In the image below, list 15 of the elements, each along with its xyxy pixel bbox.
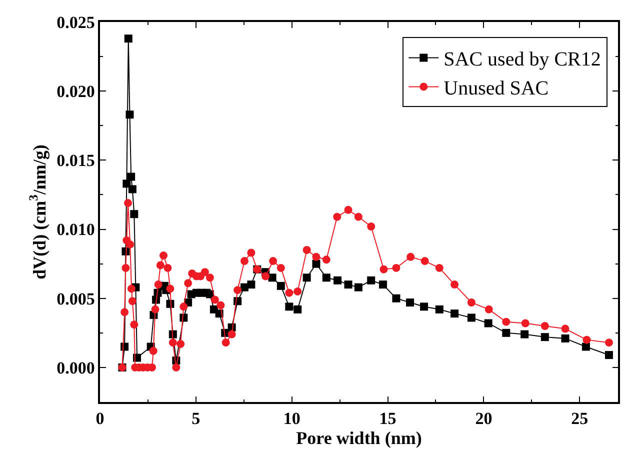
x-tick-label: 15 bbox=[379, 409, 396, 428]
y-tick-label: 0.010 bbox=[56, 220, 95, 240]
y-tick-label: 0.020 bbox=[56, 82, 95, 102]
x-tick-label: 10 bbox=[283, 409, 300, 428]
x-tick-label: 25 bbox=[571, 409, 588, 428]
y-tick-label: 0.025 bbox=[56, 12, 95, 32]
x-tick-label: 0 bbox=[96, 409, 104, 428]
y-tick-label: 0.000 bbox=[56, 358, 95, 378]
x-tick-label: 5 bbox=[192, 409, 200, 428]
x-tick-label: 20 bbox=[475, 409, 492, 428]
legend-label: Unused SAC bbox=[444, 78, 549, 100]
legend-label: SAC used by CR12 bbox=[444, 48, 601, 70]
y-tick-label: 0.005 bbox=[56, 289, 95, 308]
x-axis-title: Pore width (nm) bbox=[296, 428, 422, 448]
y-tick-label: 0.015 bbox=[56, 151, 95, 170]
